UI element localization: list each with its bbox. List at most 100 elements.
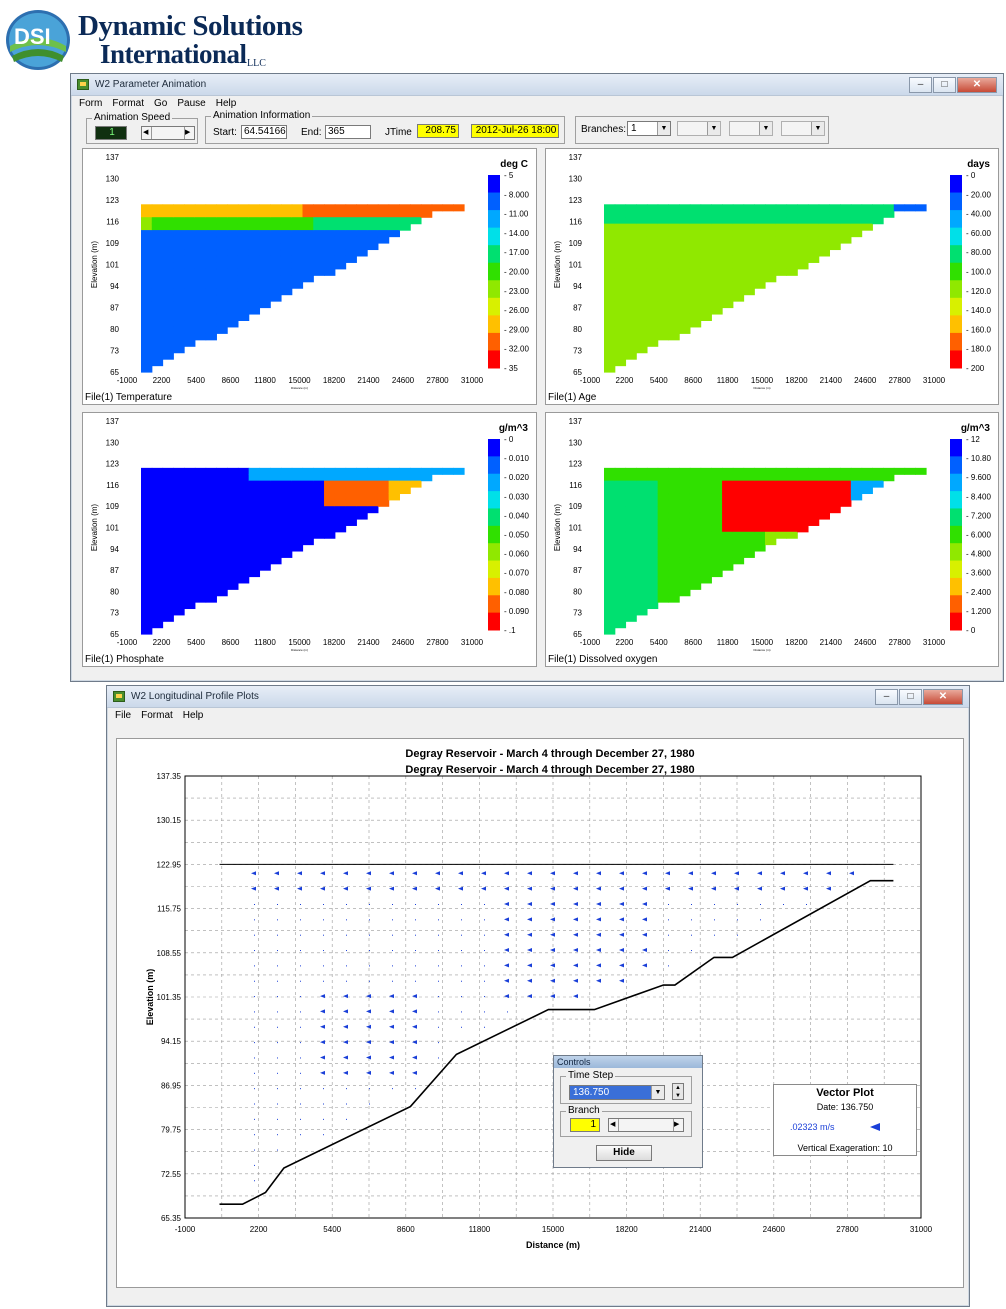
- velocity-vector: [484, 903, 485, 905]
- field-cell: [237, 474, 250, 482]
- menu-go[interactable]: Go: [154, 98, 168, 109]
- field-cell: [248, 301, 261, 309]
- field-cell: [334, 255, 347, 263]
- branch-select-2[interactable]: ▼: [677, 121, 721, 136]
- legend-label: - 6.000: [966, 531, 991, 540]
- field-cell: [324, 525, 336, 533]
- x-tick-label: 15000: [288, 638, 311, 647]
- field-cell: [162, 570, 174, 578]
- field-cell: [410, 467, 422, 475]
- field-cell: [668, 333, 680, 341]
- field-cell: [765, 268, 777, 276]
- chevron-down-icon[interactable]: ▼: [811, 122, 824, 135]
- field-cell: [646, 506, 659, 514]
- field-cell: [604, 352, 616, 360]
- field-cell: [829, 506, 841, 514]
- scroll-right-icon[interactable]: ▶: [184, 127, 193, 139]
- branch-select-4[interactable]: ▼: [781, 121, 825, 136]
- field-cell: [356, 480, 368, 488]
- field-cell: [840, 204, 852, 212]
- menu-help[interactable]: Help: [182, 710, 204, 721]
- animation-speed-scrollbar[interactable]: ◀ ▶: [141, 126, 195, 140]
- time-step-spinner[interactable]: ▲ ▼: [672, 1083, 684, 1100]
- chevron-down-icon[interactable]: ▼: [759, 122, 772, 135]
- close-button[interactable]: ✕: [957, 77, 997, 93]
- branch-select-1[interactable]: 1 ▼: [627, 121, 671, 136]
- field-cell: [818, 236, 830, 244]
- menu-format[interactable]: Format: [112, 98, 145, 109]
- velocity-vector: [691, 919, 692, 921]
- field-cell: [646, 499, 659, 507]
- velocity-vector: [300, 1088, 301, 1090]
- field-cell: [646, 288, 659, 296]
- field-cell: [280, 544, 293, 552]
- velocity-vector: [343, 1024, 348, 1029]
- scroll-left-icon[interactable]: ◀: [610, 1119, 619, 1131]
- field-cell: [754, 217, 766, 225]
- field-cell: [625, 294, 637, 302]
- field-cell: [377, 493, 390, 501]
- field-cell: [162, 506, 174, 514]
- scroll-left-icon[interactable]: ◀: [143, 127, 152, 139]
- branch-select-3[interactable]: ▼: [729, 121, 773, 136]
- field-cell: [151, 333, 164, 341]
- field-cell: [216, 236, 228, 244]
- maximize-button[interactable]: □: [899, 689, 922, 705]
- animation-titlebar: W2 Parameter Animation – □ ✕: [71, 74, 1003, 96]
- field-cell: [345, 487, 357, 495]
- field-cell: [205, 255, 217, 263]
- legend-label: - 60.00: [966, 229, 991, 238]
- field-cell: [334, 262, 347, 270]
- jtime-label: JTime: [385, 127, 412, 138]
- chevron-down-icon[interactable]: ▼: [707, 122, 720, 135]
- field-cell: [657, 217, 669, 225]
- field-cell: [872, 474, 884, 482]
- menu-form[interactable]: Form: [79, 98, 103, 109]
- velocity-vector: [300, 1057, 301, 1059]
- field-cell: [151, 249, 164, 257]
- field-cell: [786, 525, 798, 533]
- menu-file[interactable]: File: [115, 710, 132, 721]
- field-cell: [270, 210, 282, 218]
- branch-scrollbar[interactable]: ◀ ▶: [608, 1118, 684, 1132]
- field-cell: [410, 210, 422, 218]
- x-tick-label: 27800: [426, 638, 449, 647]
- field-cell: [636, 243, 648, 251]
- maximize-button[interactable]: □: [933, 77, 956, 93]
- minimize-button[interactable]: –: [909, 77, 932, 93]
- field-cell: [291, 538, 304, 546]
- field-cell: [194, 204, 207, 212]
- logo-line2: International: [100, 39, 247, 69]
- hide-button[interactable]: Hide: [596, 1145, 652, 1161]
- start-field[interactable]: 64.54166: [241, 125, 287, 139]
- field-cell: [237, 480, 250, 488]
- menu-help[interactable]: Help: [215, 98, 237, 109]
- legend-label: - 10.80: [966, 454, 991, 463]
- velocity-vector: [392, 965, 393, 967]
- legend-swatch: [950, 245, 962, 264]
- field-cell: [141, 268, 153, 276]
- menu-pause[interactable]: Pause: [177, 98, 206, 109]
- field-cell: [604, 204, 616, 212]
- minimize-button[interactable]: –: [875, 689, 898, 705]
- menu-format[interactable]: Format: [141, 710, 173, 721]
- field-cell: [657, 243, 669, 251]
- field-cell: [141, 217, 153, 225]
- field-cell: [216, 506, 228, 514]
- field-cell: [237, 576, 250, 584]
- scroll-right-icon[interactable]: ▶: [673, 1119, 682, 1131]
- field-cell: [657, 595, 669, 603]
- field-cell: [194, 550, 207, 558]
- field-cell: [732, 467, 745, 475]
- time-step-select[interactable]: 136.750 ▼: [569, 1085, 665, 1100]
- branches-group: [575, 116, 829, 144]
- chevron-down-icon[interactable]: ▼: [651, 1086, 664, 1099]
- chevron-down-icon[interactable]: ▼: [657, 122, 670, 135]
- end-field[interactable]: 365: [325, 125, 371, 139]
- velocity-vector: [550, 886, 555, 891]
- field-cell: [872, 210, 884, 218]
- x-tick-label: 11800: [469, 1225, 491, 1234]
- field-cell: [324, 217, 336, 225]
- close-button[interactable]: ✕: [923, 689, 963, 705]
